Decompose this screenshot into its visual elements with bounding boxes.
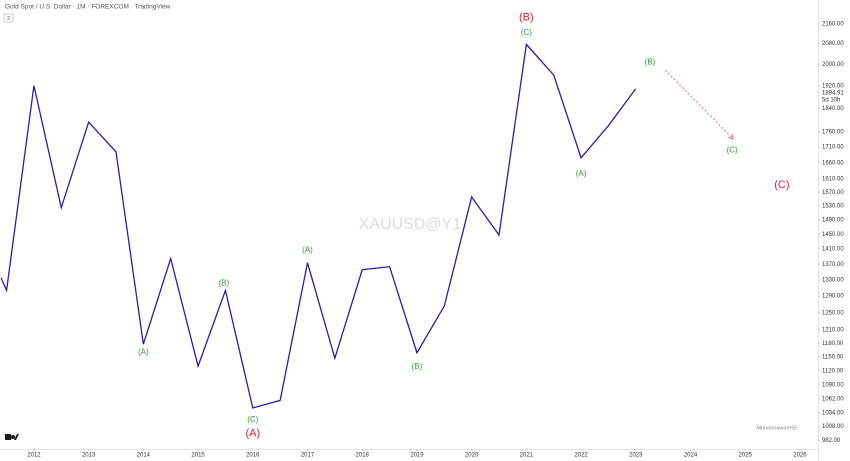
y-tick-label: 1920.00 [822,84,844,90]
x-tick-label: 2014 [137,453,151,459]
y-tick-label: 1090.00 [822,383,844,389]
x-tick-label: 2020 [465,453,479,459]
x-tick-label: 2026 [793,453,807,459]
x-tick-label: 2015 [191,453,205,459]
wave-label: (A) [576,169,587,178]
wave-label: (B) [412,362,423,371]
y-tick-label: 2000.00 [822,62,844,68]
y-tick-label: 1210.00 [822,328,844,334]
y-tick-label: 982.00 [822,438,841,444]
x-tick-label: 2016 [246,453,260,459]
wave-label: (B) [218,278,229,287]
y-tick-label: 1330.00 [822,278,844,284]
y-tick-label: 1660.00 [822,160,844,166]
x-tick-label: 2018 [356,453,370,459]
y-tick-label: 1008.00 [822,424,844,430]
watermark: XAUUSD@Y1 [359,216,462,233]
y-tick-label: 1530.00 [822,204,844,210]
y-tick-label: 1034.00 [822,411,844,417]
y-tick-label: 1710.00 [822,145,844,151]
y-tick-label: 1570.00 [822,190,844,196]
header: Gold Spot / U.S. Dollar · 1M · FOREXCOM … [5,4,171,11]
wave-label: (A) [138,347,149,356]
wave-label: (B) [645,58,656,67]
y-tick-label: 1450.00 [822,232,844,238]
x-tick-label: 2024 [684,453,698,459]
y-tick-label: 1250.00 [822,310,844,316]
x-tick-label: 2013 [82,453,96,459]
x-tick-label: 2019 [410,453,424,459]
y-tick-label: 2160.00 [822,21,844,27]
x-tick-label: 2012 [27,453,41,459]
wave-label: (B) [519,12,534,24]
last-price: 1894.91 [822,90,844,96]
x-tick-label: 2022 [574,453,588,459]
x-tick-label: 2023 [629,453,643,459]
y-tick-label: 1290.00 [822,294,844,300]
y-tick-label: 1120.00 [822,368,844,374]
wave-label: (C) [774,179,789,191]
y-tick-label: 1062.00 [822,397,844,403]
countdown: 5d 10h [822,97,840,103]
y-tick-label: 1370.00 [822,262,844,268]
wave-label: (A) [245,427,260,439]
wave-label: (C) [727,145,738,154]
indicator-count: 2 [7,16,10,22]
wave-label: (C) [521,28,532,37]
y-tick-label: 1760.00 [822,130,844,136]
y-tick-label: 1610.00 [822,177,844,183]
y-tick-label: 2080.00 [822,41,844,47]
x-tick-label: 2017 [301,453,315,459]
y-tick-label: 1490.00 [822,218,844,224]
projection-line [665,69,734,140]
x-tick-label: 2025 [739,453,753,459]
price-line [0,42,637,409]
y-tick-label: 1180.00 [822,341,844,347]
wave-label: (C) [247,415,258,424]
indicator-box [3,13,14,23]
y-tick-label: 1410.00 [822,247,844,253]
y-tick-label: 1840.00 [822,106,844,112]
author: Mononoaware50 [757,425,798,431]
wave-label: (A) [302,246,313,255]
tv-logo [5,434,19,440]
projection-arrowhead [728,133,734,140]
y-tick-label: 1150.00 [822,354,844,360]
x-tick-label: 2021 [520,453,534,459]
